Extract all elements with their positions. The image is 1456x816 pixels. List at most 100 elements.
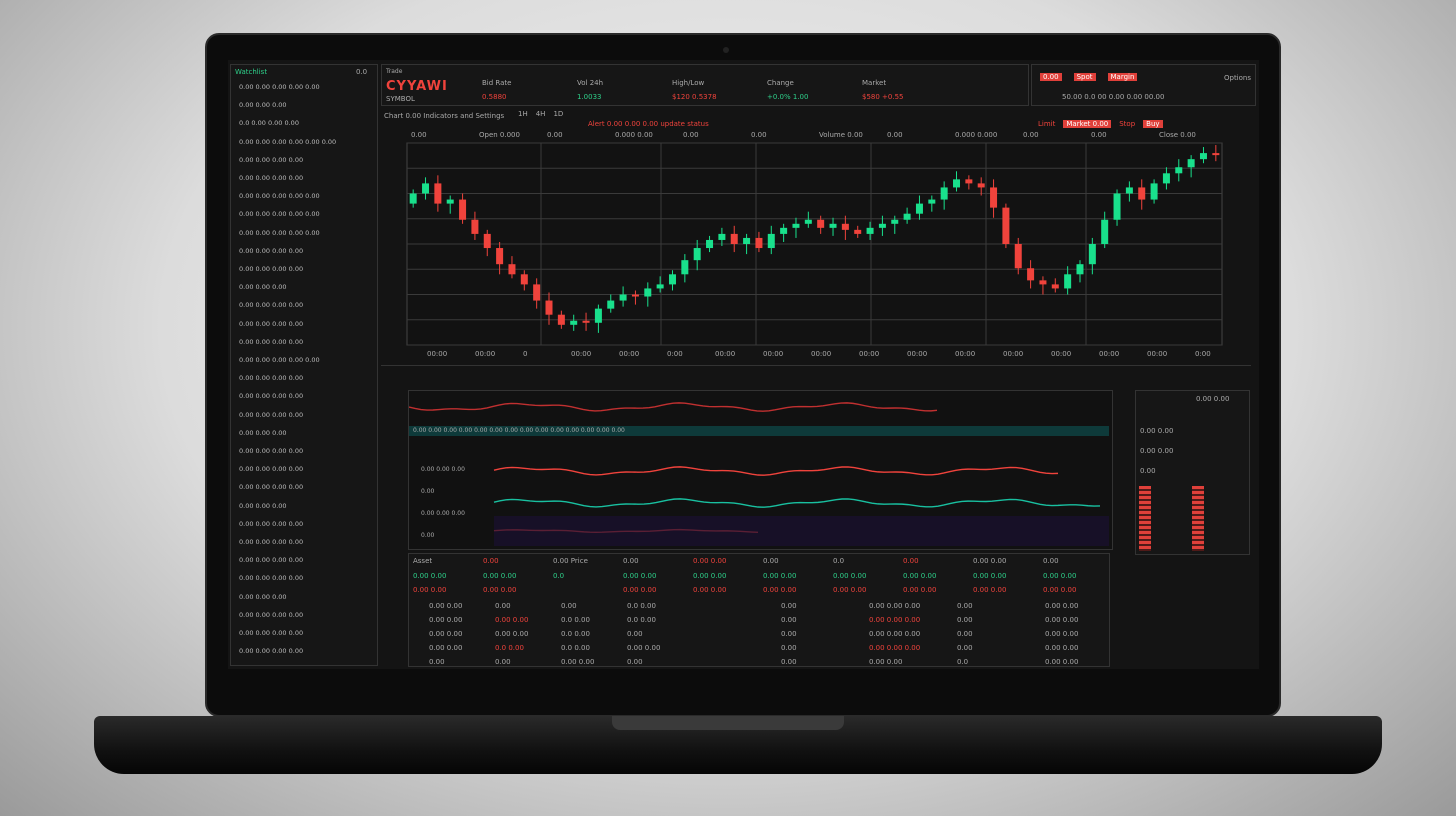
candle[interactable] xyxy=(496,248,504,265)
candle[interactable] xyxy=(1101,219,1109,244)
watchlist-item[interactable]: 0.00 0.00 0.00 0.00 xyxy=(239,374,304,383)
candle[interactable] xyxy=(1027,268,1035,281)
candle[interactable] xyxy=(422,183,430,194)
candle[interactable] xyxy=(1039,280,1047,285)
watchlist-item[interactable]: 0.00 0.00 0.00 0.00 xyxy=(239,629,304,637)
table-header[interactable]: 0.00 xyxy=(623,557,639,565)
candle[interactable] xyxy=(878,223,886,228)
candle[interactable] xyxy=(928,199,936,204)
candle[interactable] xyxy=(533,284,541,301)
table-header[interactable]: 0.00 0.00 xyxy=(973,557,1007,565)
candle[interactable] xyxy=(668,274,676,285)
timeframe-button[interactable]: 4H xyxy=(535,110,546,118)
watchlist-item[interactable]: 0.00 0.00 0.00 0.00 xyxy=(239,519,304,528)
candle[interactable] xyxy=(953,179,961,188)
watchlist-item[interactable]: 0.0 0.00 0.00 0.00 xyxy=(239,119,299,128)
candle[interactable] xyxy=(817,219,825,228)
candle[interactable] xyxy=(434,183,442,204)
candle[interactable] xyxy=(1002,207,1010,244)
header-button[interactable]: Spot xyxy=(1073,73,1096,81)
candle[interactable] xyxy=(940,187,948,200)
watchlist-item[interactable]: 0.00 0.00 0.00 xyxy=(239,428,287,437)
watchlist-item[interactable]: 0.00 0.00 0.00 0.00 0.00 0.00 xyxy=(239,137,337,146)
candle[interactable] xyxy=(891,219,899,224)
table-header[interactable]: 0.00 xyxy=(1043,557,1059,565)
candle[interactable] xyxy=(706,239,714,249)
candle[interactable] xyxy=(829,223,837,228)
watchlist-item[interactable]: 0.00 0.00 0.00 0.00 xyxy=(239,465,304,474)
candle[interactable] xyxy=(977,183,985,188)
table-header[interactable]: Asset xyxy=(413,557,433,565)
table-header[interactable]: 0.00 xyxy=(903,557,919,565)
watchlist-item[interactable]: 0.00 0.00 0.00 0.00 xyxy=(239,556,304,565)
candle[interactable] xyxy=(644,288,652,297)
table-header[interactable]: 0.00 Price xyxy=(553,557,588,565)
candle[interactable] xyxy=(1088,244,1096,265)
timeframe-button[interactable]: 1H xyxy=(518,110,528,118)
candle[interactable] xyxy=(767,233,775,249)
candle[interactable] xyxy=(607,300,615,309)
watchlist-item[interactable]: 0.00 0.00 0.00 0.00 xyxy=(239,265,304,273)
candle[interactable] xyxy=(1113,193,1121,220)
candle[interactable] xyxy=(409,193,417,204)
candle[interactable] xyxy=(570,320,578,325)
candle[interactable] xyxy=(903,213,911,220)
candle[interactable] xyxy=(1064,274,1072,289)
header-button[interactable]: 0.00 xyxy=(1040,73,1062,81)
candle[interactable] xyxy=(471,219,479,234)
order-type-button[interactable]: Market 0.00 xyxy=(1063,120,1112,128)
watchlist-item[interactable]: 0.00 0.00 0.00 0.00 xyxy=(239,410,304,419)
candle[interactable] xyxy=(582,320,590,323)
candle[interactable] xyxy=(520,274,528,285)
candle[interactable] xyxy=(557,314,565,325)
table-header[interactable]: 0.00 0.00 xyxy=(693,557,727,565)
candle[interactable] xyxy=(915,203,923,214)
sidebar-tab[interactable]: 0.0 xyxy=(356,68,368,76)
candle[interactable] xyxy=(718,233,726,240)
watchlist-item[interactable]: 0.00 0.00 0.00 0.00 xyxy=(239,392,304,401)
table-header[interactable]: 0.00 xyxy=(483,557,499,565)
candle[interactable] xyxy=(730,233,738,244)
candle[interactable] xyxy=(681,260,689,275)
candle[interactable] xyxy=(1175,167,1183,174)
candle[interactable] xyxy=(780,227,788,234)
candle[interactable] xyxy=(631,294,639,297)
candle[interactable] xyxy=(594,308,602,323)
watchlist-item[interactable]: 0.00 0.00 0.00 0.00 xyxy=(239,647,304,656)
candle[interactable] xyxy=(743,237,751,244)
table-header[interactable]: 0.00 xyxy=(763,557,779,565)
order-type-button[interactable]: Stop xyxy=(1119,120,1136,128)
watchlist-item[interactable]: 0.00 0.00 0.00 0.00 xyxy=(239,155,304,164)
candle[interactable] xyxy=(1125,187,1133,194)
candle[interactable] xyxy=(854,229,862,234)
watchlist-item[interactable]: 0.00 0.00 0.00 0.00 xyxy=(239,246,304,255)
watchlist-item[interactable]: 0.00 0.00 0.00 xyxy=(239,592,287,601)
candle[interactable] xyxy=(1051,284,1059,289)
watchlist-item[interactable]: 0.00 0.00 0.00 0.00 xyxy=(239,538,304,546)
watchlist-item[interactable]: 0.00 0.00 0.00 0.00 xyxy=(239,174,304,182)
watchlist-item[interactable]: 0.00 0.00 0.00 0.00 xyxy=(239,610,304,619)
candle[interactable] xyxy=(693,248,701,261)
watchlist-item[interactable]: 0.00 0.00 0.00 0.00 xyxy=(239,337,304,346)
candle[interactable] xyxy=(545,300,553,315)
candle[interactable] xyxy=(459,199,467,220)
watchlist-item[interactable]: 0.00 0.00 0.00 0.00 xyxy=(239,447,304,455)
candle[interactable] xyxy=(1138,187,1146,200)
candle[interactable] xyxy=(1212,153,1220,156)
watchlist-item[interactable]: 0.00 0.00 0.00 0.00 0.00 xyxy=(239,210,320,219)
header-button[interactable]: Margin xyxy=(1107,73,1138,81)
candle[interactable] xyxy=(804,219,812,224)
order-type-button[interactable]: Limit xyxy=(1038,120,1056,128)
table-header[interactable]: 0.0 xyxy=(833,557,845,565)
candle[interactable] xyxy=(866,227,874,234)
candle[interactable] xyxy=(990,187,998,208)
candle[interactable] xyxy=(1199,153,1207,160)
candle[interactable] xyxy=(965,179,973,184)
watchlist-item[interactable]: 0.00 0.00 0.00 xyxy=(239,501,287,510)
candle[interactable] xyxy=(508,264,516,275)
watchlist-item[interactable]: 0.00 0.00 0.00 0.00 xyxy=(239,301,304,310)
candle[interactable] xyxy=(483,233,491,249)
watchlist-item[interactable]: 0.00 0.00 0.00 xyxy=(239,283,287,292)
candle[interactable] xyxy=(1076,264,1084,275)
candle[interactable] xyxy=(1150,183,1158,200)
